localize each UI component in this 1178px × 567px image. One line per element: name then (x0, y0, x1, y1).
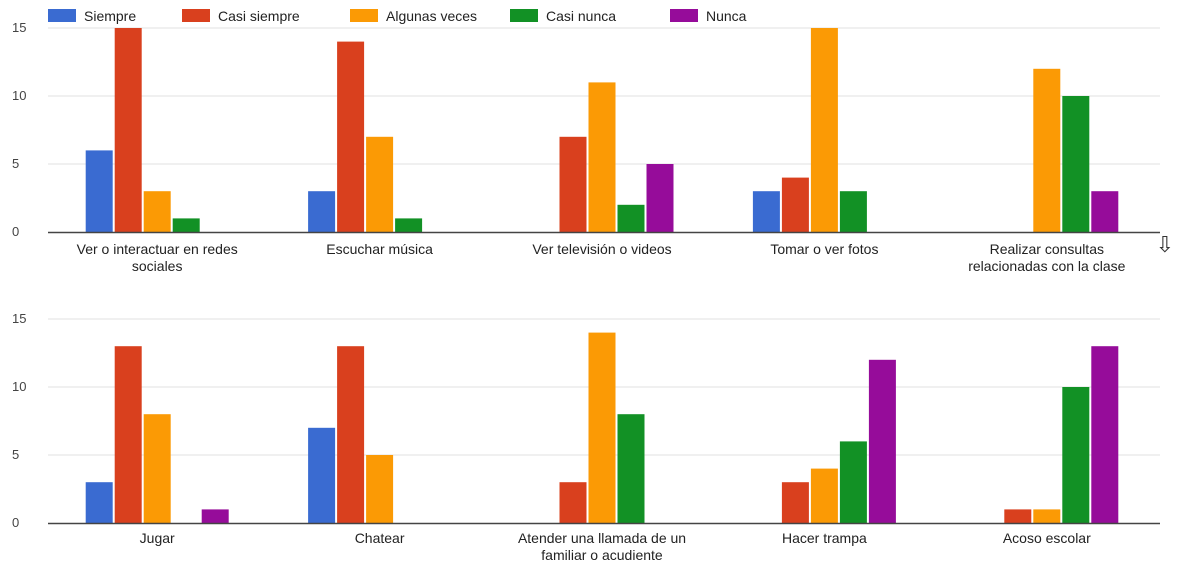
bar-algunas-veces-tomar-o-ver-fotos (810, 28, 838, 232)
bar-algunas-veces-realizar-consultas-relacionadas-con-la-clase (1033, 68, 1061, 232)
bar-casi-siempre-atender-una-llamada-de-un-familiar-o-acudiente (559, 482, 587, 523)
bar-algunas-veces-hacer-trampa (810, 468, 838, 523)
y-tick-label: 0 (12, 224, 19, 239)
legend-swatch-casi-nunca (510, 9, 538, 22)
bar-casi-siempre-chatear (337, 346, 365, 523)
category-label: Acoso escolar (1003, 530, 1091, 546)
bar-casi-nunca-escuchar-musica (395, 218, 423, 232)
y-tick-label: 5 (12, 447, 19, 462)
legend-swatch-siempre (48, 9, 76, 22)
bar-casi-nunca-ver-o-interactuar-en-redes-sociales (172, 218, 200, 232)
bar-algunas-veces-ver-television-o-videos (588, 82, 616, 233)
bar-algunas-veces-atender-una-llamada-de-un-familiar-o-acudiente (588, 332, 616, 523)
bar-casi-nunca-ver-television-o-videos (617, 204, 645, 232)
legend-swatch-algunas-veces (350, 9, 378, 22)
category-label: Ver televisión o videos (532, 241, 671, 257)
legend-label-casi-siempre: Casi siempre (218, 8, 300, 24)
category-label: Ver o interactuar en redes (77, 241, 238, 257)
bar-siempre-tomar-o-ver-fotos (752, 191, 780, 232)
category-label: Escuchar música (326, 241, 433, 257)
category-label: Chatear (355, 530, 405, 546)
y-tick-label: 5 (12, 156, 19, 171)
bar-casi-nunca-hacer-trampa (839, 441, 867, 523)
category-label: Tomar o ver fotos (770, 241, 878, 257)
y-tick-label: 15 (12, 311, 26, 326)
bar-casi-siempre-escuchar-musica (337, 41, 365, 232)
chart-panel-bottom: 0 5 10 15 Jugar Chatear Atender una llamada de… (12, 311, 1160, 563)
legend-label-algunas-veces: Algunas veces (386, 8, 477, 24)
bar-casi-siempre-jugar (114, 346, 142, 523)
bar-nunca-jugar (201, 509, 229, 523)
bar-casi-nunca-acoso-escolar (1062, 387, 1090, 523)
bar-casi-siempre-tomar-o-ver-fotos (781, 177, 809, 232)
bar-algunas-veces-chatear (366, 455, 394, 523)
category-label: relacionadas con la clase (968, 258, 1125, 274)
bar-algunas-veces-jugar (143, 414, 171, 523)
bar-nunca-ver-television-o-videos (646, 164, 674, 232)
bar-casi-siempre-hacer-trampa (781, 482, 809, 523)
y-tick-label: 10 (12, 379, 26, 394)
bar-siempre-escuchar-musica (308, 191, 336, 232)
bar-casi-siempre-acoso-escolar (1004, 509, 1032, 523)
bar-siempre-jugar (85, 482, 113, 523)
legend-label-siempre: Siempre (84, 8, 136, 24)
bar-algunas-veces-acoso-escolar (1033, 509, 1061, 523)
bar-casi-nunca-atender-una-llamada-de-un-familiar-o-acudiente (617, 414, 645, 523)
legend-swatch-casi-siempre (182, 9, 210, 22)
bar-siempre-ver-o-interactuar-en-redes-sociales (85, 150, 113, 232)
bar-algunas-veces-ver-o-interactuar-en-redes-sociales (143, 191, 171, 232)
bar-algunas-veces-escuchar-musica (366, 136, 394, 232)
bar-casi-siempre-ver-o-interactuar-en-redes-sociales (114, 28, 142, 232)
y-tick-label: 15 (12, 20, 26, 35)
bar-casi-siempre-ver-television-o-videos (559, 136, 587, 232)
category-label: familiar o acudiente (541, 547, 663, 563)
chart-panel-top: 0 5 10 15 Ver o interactuar en redessociales… (12, 20, 1160, 274)
y-tick-label: 10 (12, 88, 26, 103)
bar-nunca-hacer-trampa (868, 359, 896, 523)
category-label: Realizar consultas (990, 241, 1104, 257)
category-label: Hacer trampa (782, 530, 867, 546)
bar-casi-nunca-tomar-o-ver-fotos (839, 191, 867, 232)
y-tick-label: 0 (12, 515, 19, 530)
category-label: Atender una llamada de un (518, 530, 686, 546)
legend-label-casi-nunca: Casi nunca (546, 8, 616, 24)
legend: Siempre Casi siempre Algunas veces Casi nun… (48, 8, 747, 24)
bar-nunca-realizar-consultas-relacionadas-con-la-clase (1091, 191, 1119, 232)
legend-label-nunca: Nunca (706, 8, 747, 24)
category-label: Jugar (140, 530, 175, 546)
legend-swatch-nunca (670, 9, 698, 22)
category-label: sociales (132, 258, 183, 274)
arrow-down-icon[interactable]: ⇩ (1156, 232, 1174, 257)
bar-nunca-acoso-escolar (1091, 346, 1119, 523)
bar-casi-nunca-realizar-consultas-relacionadas-con-la-clase (1062, 96, 1090, 232)
bar-siempre-chatear (308, 427, 336, 523)
